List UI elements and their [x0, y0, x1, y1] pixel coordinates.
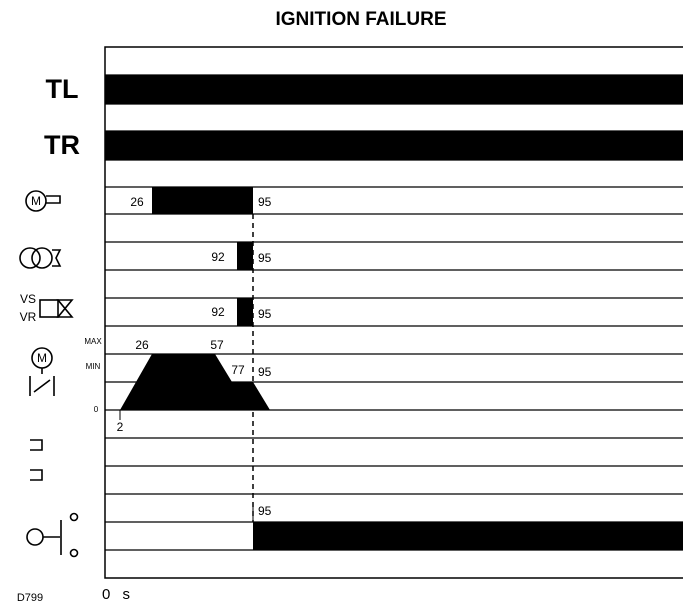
code: D799: [17, 592, 43, 604]
frame: [104, 46, 683, 579]
tr-label: TR: [44, 130, 80, 160]
time: 26: [135, 338, 149, 352]
time: 95: [258, 195, 272, 209]
tl-label: TL: [46, 74, 79, 104]
transformer-icon: [19, 247, 62, 269]
time: 92: [211, 250, 225, 264]
max-label: MAX: [84, 337, 102, 346]
tr-bar: [105, 131, 683, 160]
valve-icon: VS VR: [20, 292, 74, 324]
vr-label: VR: [20, 310, 37, 324]
time: 92: [211, 305, 225, 319]
time: 95: [258, 251, 272, 265]
time: 95: [258, 307, 272, 321]
time: 95: [258, 365, 272, 379]
motor-m: M: [31, 194, 41, 208]
damper-m: M: [37, 351, 47, 365]
title: IGNITION FAILURE: [276, 9, 447, 30]
origin: 0 s: [102, 586, 134, 603]
damper-icon: M MAX MIN 0: [29, 337, 102, 414]
time: 95: [258, 504, 272, 518]
time: 2: [117, 420, 124, 434]
contacts-icon: [30, 439, 43, 481]
ignition-bar: [237, 242, 253, 270]
motor-bar: [152, 187, 253, 214]
time-labels: 26 95 92 95 92 95 26 57 77 95 2 95: [117, 195, 272, 518]
damper-shape: [120, 354, 270, 410]
alarm-icon: [26, 512, 79, 558]
valve-bar: [237, 298, 253, 326]
alarm-bar: [253, 522, 683, 550]
bars: [105, 75, 683, 550]
min-label: MIN: [86, 362, 101, 371]
time: 77: [231, 363, 245, 377]
vs-label: VS: [20, 292, 36, 306]
zero-label: 0: [94, 405, 99, 414]
time: 26: [130, 195, 144, 209]
tl-bar: [105, 75, 683, 104]
motor-icon: M: [25, 190, 61, 212]
time: 57: [210, 338, 224, 352]
